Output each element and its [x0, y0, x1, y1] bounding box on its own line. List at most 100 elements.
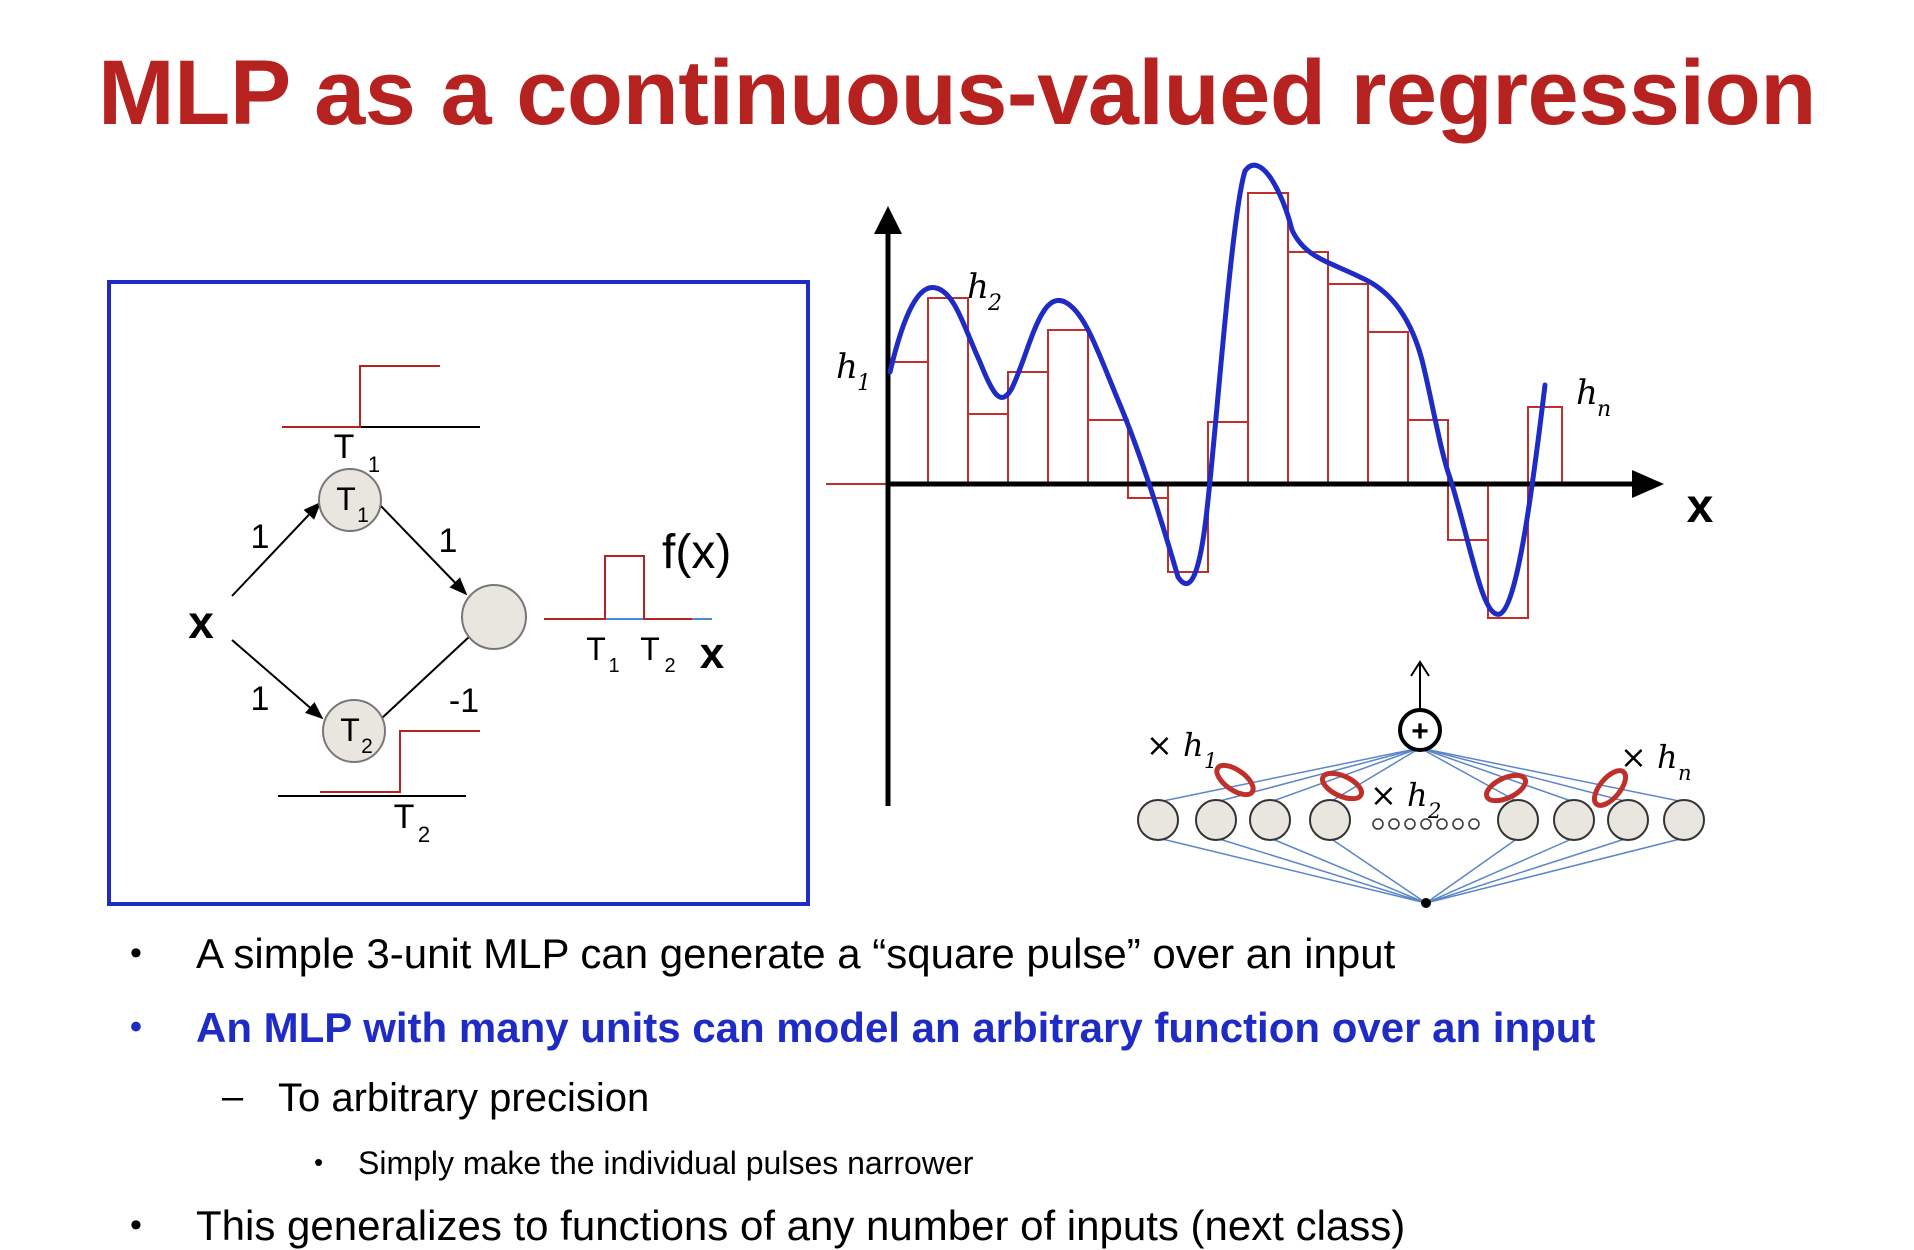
input-connection: [1269, 837, 1427, 904]
weight-label-1: × h: [1146, 726, 1204, 764]
output-connection: [1157, 747, 1421, 803]
neuron-t2: T 2: [322, 699, 386, 763]
sum-symbol: +: [1411, 715, 1429, 748]
bullet-4: • Simply make the individual pulses narro…: [314, 1145, 974, 1182]
pulse-t2-label: T: [640, 631, 660, 667]
neuron-t2-sub: 2: [361, 735, 373, 758]
output-connection: [1419, 747, 1575, 803]
input-dot: [1421, 898, 1431, 908]
slide-title: MLP as a continuous-valued regression: [98, 42, 1817, 144]
pulse-bar: [1047, 329, 1089, 485]
step1-threshold-sub: 1: [368, 452, 380, 477]
h2-label: h: [967, 267, 989, 307]
bullet-1-text: A simple 3-unit MLP can generate a “squa…: [196, 930, 1396, 977]
pulse-t1-label: T: [586, 631, 606, 667]
wide-network-diagram: + × h 1 × h 2 × h n: [1137, 660, 1705, 908]
hidden-node: [1607, 799, 1649, 841]
input-connection: [1215, 837, 1427, 904]
hidden-node: [1249, 799, 1291, 841]
pulse-network-diagram: T 1 T 2 x 1 1 1 -1 T 1 T 2: [107, 280, 810, 906]
pulse-bar: [1367, 331, 1409, 485]
edge-x-to-t2: [231, 639, 324, 720]
pulse-bar: [967, 413, 1009, 485]
y-axis-arrowhead: [874, 206, 902, 234]
input-connection: [1425, 837, 1629, 904]
bullet-1: • A simple 3-unit MLP can generate a “squ…: [130, 930, 1396, 978]
h2-sub: 2: [987, 291, 1002, 316]
pulse-axis-label: x: [700, 629, 725, 678]
ellipsis-dot: [1420, 818, 1432, 830]
ellipsis-dot: [1452, 818, 1464, 830]
edge-x-to-t1: [231, 501, 322, 597]
target-function-curve: [887, 162, 1548, 617]
input-connection: [1425, 837, 1685, 904]
bullet-4-text: Simply make the individual pulses narrow…: [358, 1145, 974, 1181]
pulse-t1-sub: 1: [608, 655, 619, 677]
function-approximation-plot: x h 1 h 2 h n: [826, 162, 1714, 806]
output-pulse: f(x) T 1 T 2 x: [544, 526, 731, 678]
weight-marker-2: [1320, 770, 1364, 802]
weight-marker-4: [1591, 768, 1629, 808]
ellipsis-dot: [1388, 818, 1400, 830]
input-connection: [1425, 837, 1575, 904]
input-connection: [1157, 837, 1427, 904]
hidden-node: [1137, 799, 1179, 841]
pulse-bar: [1327, 283, 1369, 485]
step2-threshold-label: T: [394, 798, 415, 836]
step-function-t2: T 2: [278, 730, 480, 847]
h1-sub: 1: [857, 371, 871, 396]
pulse-t2-sub: 2: [664, 655, 675, 677]
weight-label-2-sub: 2: [1427, 799, 1441, 823]
weight-marker-1: [1214, 762, 1256, 798]
step-function-t1: T 1: [282, 365, 480, 477]
bullet-4-marker: •: [314, 1147, 324, 1177]
step1-threshold-label: T: [334, 428, 355, 466]
hidden-node: [1195, 799, 1237, 841]
bullet-3-marker: –: [222, 1076, 244, 1118]
hidden-node: [1663, 799, 1705, 841]
bullet-3-text: To arbitrary precision: [278, 1076, 650, 1120]
ellipsis-dot: [1372, 818, 1384, 830]
pulse-bar: [1287, 251, 1329, 485]
weight-x-t1: 1: [251, 518, 270, 556]
bullet-3: – To arbitrary precision: [222, 1076, 650, 1121]
step2-threshold-sub: 2: [418, 822, 430, 847]
weight-marker-3: [1484, 772, 1528, 804]
sum-output-arrowhead: [1410, 660, 1430, 677]
weight-label-2: × h: [1370, 776, 1428, 814]
sum-node: +: [1398, 708, 1442, 752]
bullet-1-marker: •: [130, 934, 142, 972]
edge-t2-to-out: [381, 635, 471, 719]
neuron-t1-sub: 1: [357, 504, 369, 527]
weight-label-n-sub: n: [1678, 761, 1692, 785]
weight-t2-out: -1: [449, 682, 479, 720]
hn-label: h: [1576, 373, 1598, 413]
output-connection: [1329, 747, 1421, 803]
hidden-node: [1309, 799, 1351, 841]
ellipsis-dot: [1404, 818, 1416, 830]
hidden-node: [1553, 799, 1595, 841]
weight-x-t2: 1: [251, 680, 270, 718]
input-node-label: x: [188, 596, 214, 648]
neuron-t1-label: T: [336, 481, 356, 517]
hidden-layer-nodes: [1137, 799, 1705, 841]
pulse-bar: [887, 361, 929, 485]
hn-sub: n: [1597, 397, 1611, 422]
pulse-bars: [887, 192, 1563, 619]
ellipsis-dot: [1468, 818, 1480, 830]
bullet-5-text: This generalizes to functions of any num…: [196, 1202, 1406, 1249]
pulse-bar: [1087, 419, 1129, 485]
x-axis-arrowhead: [1632, 470, 1664, 498]
neuron-t2-label: T: [340, 712, 360, 748]
edge-t1-to-out: [377, 502, 468, 596]
bullet-2-text: An MLP with many units can model an arbi…: [196, 1004, 1596, 1051]
output-connection: [1419, 747, 1685, 803]
bullet-2: • An MLP with many units can model an arb…: [130, 1004, 1596, 1052]
h1-label: h: [836, 347, 858, 387]
output-connection: [1419, 747, 1519, 803]
weight-label-n: × h: [1620, 738, 1678, 776]
weight-t1-out: 1: [439, 522, 458, 560]
x-axis-label: x: [1687, 480, 1714, 533]
ellipsis-dot: [1436, 818, 1448, 830]
